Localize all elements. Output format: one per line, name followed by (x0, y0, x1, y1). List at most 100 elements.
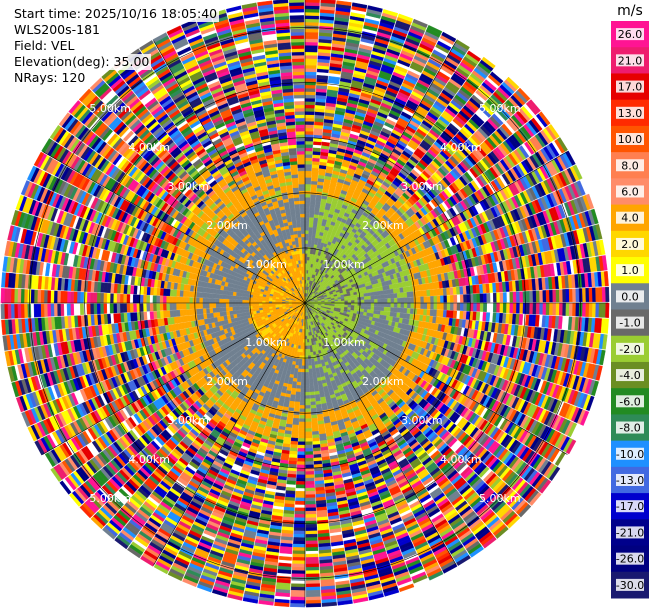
range-gate (360, 302, 365, 307)
range-gate (310, 246, 314, 251)
range-gate (373, 295, 378, 300)
range-gate (307, 240, 312, 245)
range-gate (306, 259, 310, 264)
range-gate (578, 288, 583, 303)
range-gate (419, 308, 425, 316)
range-gate (354, 302, 359, 306)
range-gate (304, 223, 310, 228)
range-gate (304, 190, 311, 195)
range-gate (304, 54, 318, 59)
range-gate (585, 287, 590, 303)
range-gate (311, 233, 316, 238)
range-gate (304, 196, 311, 201)
range-gate (304, 173, 312, 178)
range-gate (307, 246, 311, 251)
range-gate (449, 294, 454, 303)
range-gate (407, 297, 412, 303)
range-gate (344, 302, 349, 306)
range-gate (545, 302, 550, 316)
range-gate (479, 293, 484, 303)
range-gate (370, 291, 375, 297)
range-gate (308, 233, 313, 238)
range-gate (306, 256, 310, 261)
range-gate (353, 294, 358, 298)
range-gate (555, 302, 560, 316)
range-gate (572, 302, 577, 317)
range-gate (304, 87, 316, 92)
range-gate (344, 298, 349, 302)
range-gate (304, 25, 319, 30)
range-gate (360, 293, 365, 298)
range-gate (308, 226, 313, 231)
range-gate (347, 297, 352, 301)
range-gate (304, 134, 314, 139)
range-gate (340, 298, 345, 302)
range-gate (598, 287, 603, 302)
range-gate (304, 193, 311, 198)
range-gate (525, 290, 531, 303)
range-gate (304, 246, 308, 251)
range-gate (518, 313, 524, 326)
range-gate (383, 306, 388, 312)
range-gate (582, 288, 587, 303)
range-gate (304, 5, 320, 10)
range-gate (565, 288, 570, 303)
range-gate (588, 302, 593, 318)
range-gate (519, 291, 524, 303)
range-gate (512, 302, 517, 314)
range-gate (539, 302, 544, 315)
range-gate (304, 0, 320, 3)
range-gate (370, 306, 375, 311)
range-gate (496, 302, 501, 313)
range-gate (545, 289, 550, 303)
range-gate (310, 193, 317, 199)
range-gate (605, 302, 610, 318)
range-gate (304, 213, 310, 218)
range-gate (337, 298, 342, 302)
range-gate (426, 296, 431, 303)
range-gate (308, 223, 314, 228)
range-gate (403, 307, 408, 314)
range-gate (350, 302, 355, 306)
range-gate (410, 297, 415, 303)
range-gate (321, 141, 330, 147)
range-gate (353, 307, 358, 312)
range-gate (304, 114, 315, 119)
range-gate (360, 299, 365, 303)
range-gate (367, 306, 372, 310)
range-gate (304, 220, 310, 225)
range-gate (310, 190, 317, 195)
range-gate (304, 38, 319, 43)
range-gate (390, 298, 395, 303)
range-gate (304, 236, 309, 241)
range-gate (304, 1, 320, 7)
range-gate (601, 287, 607, 302)
range-gate (534, 314, 540, 327)
range-gate (354, 299, 359, 303)
range-gate (312, 230, 317, 235)
range-gate (416, 296, 421, 303)
range-gate (492, 292, 497, 303)
range-gate (387, 302, 392, 308)
range-gate (363, 305, 368, 310)
range-gate (307, 249, 311, 254)
range-gate (363, 296, 368, 300)
range-gate (310, 183, 318, 189)
range-gate (310, 187, 317, 192)
range-gate (591, 287, 597, 302)
range-gate (400, 297, 405, 303)
range-gate (328, 75, 341, 82)
range-gate (309, 250, 314, 255)
range-gate (304, 160, 313, 165)
range-gate (374, 302, 378, 307)
range-gate (304, 147, 313, 152)
range-gate (370, 295, 375, 300)
range-gate (308, 236, 312, 241)
range-gate (304, 120, 315, 125)
range-gate (443, 302, 448, 311)
range-gate (595, 287, 600, 302)
range-gate (304, 28, 319, 33)
range-gate (406, 291, 411, 298)
range-gate (532, 290, 537, 303)
